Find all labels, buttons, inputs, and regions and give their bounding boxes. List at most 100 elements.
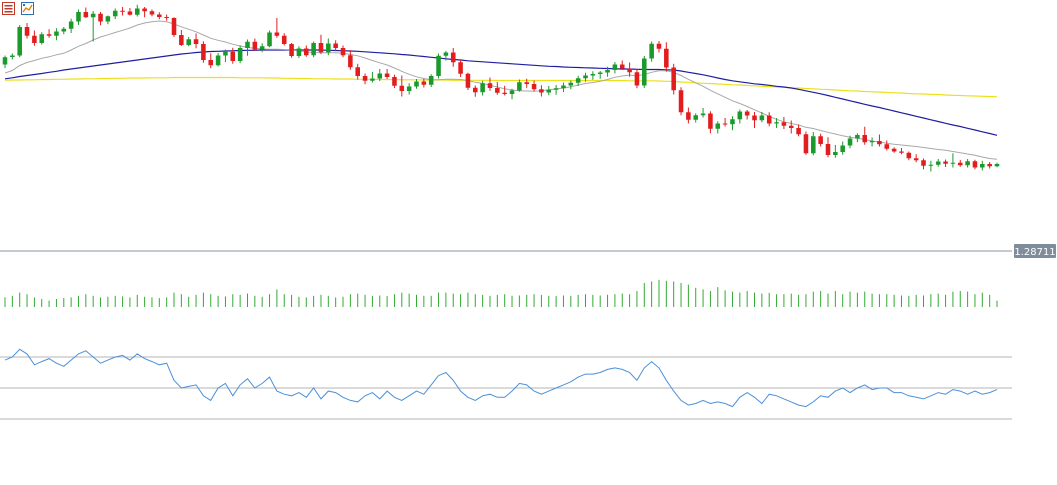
candle [105, 15, 111, 25]
candle-body [693, 115, 699, 120]
candle [752, 112, 757, 128]
candle-body [149, 11, 155, 15]
candle-body [811, 136, 816, 154]
candle-body [318, 43, 324, 53]
candle [333, 40, 338, 52]
candle-body [237, 48, 243, 61]
candle-body [847, 138, 853, 146]
candle [267, 30, 272, 48]
candle-body [362, 76, 368, 81]
price-panel [0, 4, 1012, 252]
candle [950, 153, 956, 168]
candle [877, 134, 882, 147]
candle [98, 12, 103, 26]
candle [39, 32, 45, 45]
candle [722, 118, 728, 127]
candle-body [281, 35, 287, 44]
candle [303, 45, 309, 57]
candle-body [355, 67, 360, 76]
candle [693, 113, 699, 123]
candle [465, 72, 471, 90]
candle [370, 72, 375, 83]
candle-body [943, 161, 948, 164]
candle [90, 11, 96, 42]
candle-body [877, 141, 882, 145]
candle-body [473, 87, 478, 93]
candle-body [289, 44, 294, 56]
candle [840, 141, 845, 155]
candle-body [517, 82, 522, 91]
candle [980, 160, 985, 171]
candle [965, 159, 970, 168]
candle [928, 160, 934, 172]
candle [943, 159, 948, 167]
candle [193, 33, 199, 49]
candle-body [700, 113, 706, 116]
candle [561, 82, 566, 92]
candle [531, 80, 537, 92]
candle-body [76, 12, 81, 22]
candle [686, 107, 691, 124]
candle-body [972, 161, 978, 168]
candle [884, 140, 890, 151]
candle-body [561, 85, 566, 89]
candle-body [406, 86, 412, 91]
candle [855, 133, 860, 142]
candle [833, 145, 838, 158]
candle-body [436, 55, 441, 76]
candle [46, 29, 52, 38]
candle [553, 85, 559, 95]
candle [737, 109, 743, 124]
candle-body [399, 85, 405, 91]
candle-body [164, 17, 169, 18]
candle [634, 68, 640, 89]
candle-body [61, 28, 67, 32]
candle-body [803, 134, 809, 154]
candle [340, 45, 346, 58]
candle-body [678, 90, 684, 113]
candle-body [730, 119, 735, 125]
candle-body [274, 32, 280, 36]
chart-window-icon[interactable] [21, 2, 34, 15]
candle-body [818, 136, 823, 144]
candle [17, 25, 22, 58]
candle-body [127, 11, 133, 15]
current-price-tag: 1.28711 [1014, 244, 1056, 258]
candle [891, 147, 897, 153]
list-view-icon[interactable] [2, 2, 15, 15]
candle [76, 9, 81, 25]
candle [296, 46, 302, 58]
candle-body [245, 41, 250, 48]
candle [414, 79, 419, 89]
candle [392, 74, 397, 88]
candle [862, 126, 868, 145]
candle [24, 23, 30, 39]
candle [289, 43, 294, 58]
candle [252, 38, 258, 51]
candle-body [546, 89, 552, 93]
candle-body [935, 161, 941, 165]
candle-body [83, 12, 89, 18]
candle [487, 77, 493, 91]
candle [421, 78, 427, 88]
candle [201, 41, 206, 63]
candle [825, 137, 831, 158]
candle-body [597, 72, 603, 74]
candle-body [230, 51, 236, 61]
candle-body [524, 82, 529, 84]
candle-body [568, 82, 574, 86]
candle [627, 62, 632, 77]
candle-body [737, 111, 743, 120]
candle-body [157, 14, 162, 17]
candle [384, 69, 390, 79]
candle-body [370, 78, 375, 81]
rsi-line [4, 348, 998, 408]
candle [575, 75, 581, 86]
candle-body [671, 67, 676, 91]
candle-body [105, 16, 111, 22]
candle-body [303, 48, 309, 56]
candle-body [869, 141, 875, 143]
candle [656, 41, 662, 53]
candle [171, 17, 177, 37]
